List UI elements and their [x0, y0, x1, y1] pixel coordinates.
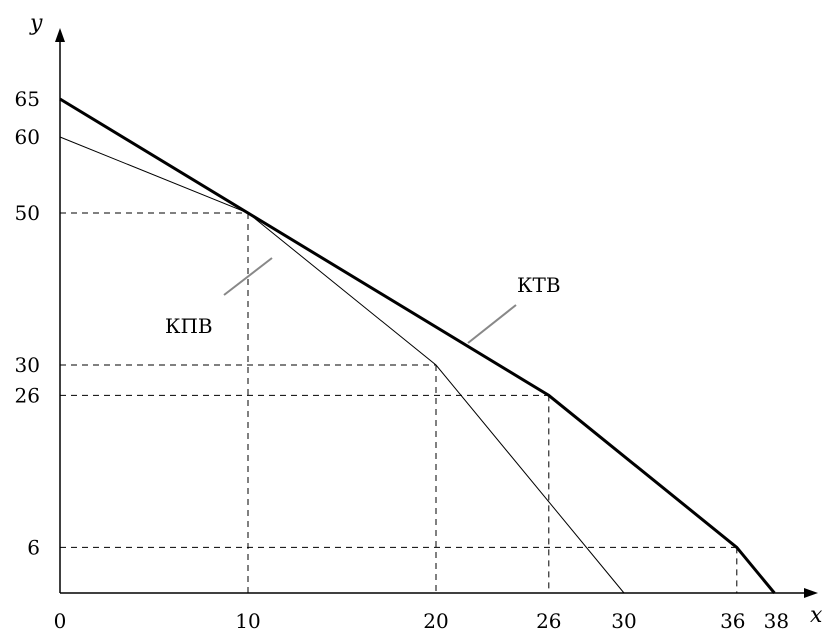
x-axis-title: x — [810, 603, 823, 628]
y-tick-label: 60 — [15, 125, 40, 149]
x-axis-arrow — [804, 588, 818, 598]
y-tick-label: 26 — [15, 383, 40, 407]
y-tick-label: 30 — [15, 353, 40, 377]
guide-lines — [60, 212, 738, 593]
y-tick-label: 6 — [27, 535, 40, 559]
x-tick-label: 26 — [536, 609, 561, 633]
x-tick-label: 30 — [611, 609, 636, 633]
axes: x y — [29, 11, 823, 628]
ktv-leader-line — [467, 304, 517, 344]
ktv-label: КТВ — [517, 273, 561, 297]
y-tick-label: 50 — [15, 201, 40, 225]
tick-labels: 0 10 20 26 30 36 38 6 26 30 50 60 65 — [15, 87, 790, 633]
ktv-line — [59, 97, 776, 594]
x-tick-label: 10 — [235, 609, 260, 633]
x-tick-label: 0 — [54, 609, 67, 633]
kpv-label: КПВ — [165, 314, 213, 338]
series-labels: КПВ КТВ — [165, 257, 561, 344]
x-tick-label: 36 — [720, 609, 745, 633]
kpv-leader-line — [223, 257, 273, 296]
series-group — [59, 97, 776, 594]
y-tick-label: 65 — [15, 87, 40, 111]
x-tick-label: 20 — [423, 609, 448, 633]
y-axis-title: y — [29, 11, 43, 36]
y-axis-arrow — [55, 28, 65, 42]
x-tick-label: 38 — [764, 609, 789, 633]
kpv-line — [59, 136, 625, 594]
